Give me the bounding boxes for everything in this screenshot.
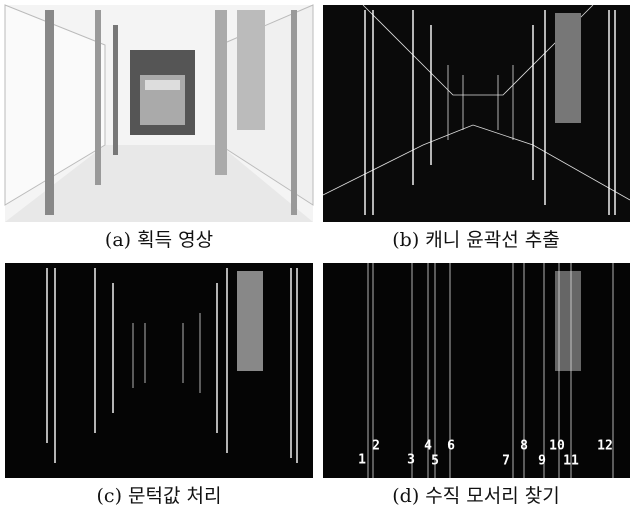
edge-label: 11 (563, 454, 579, 469)
edge-label: 2 (372, 439, 380, 454)
panel-c-image (5, 263, 313, 478)
edge-label: 4 (424, 439, 432, 454)
edge-label: 5 (431, 454, 439, 469)
edge-label: 1 (358, 453, 366, 468)
edge-label: 10 (549, 439, 565, 454)
caption: (c) 문턱값 처리 (97, 485, 222, 507)
edge-label: 3 (407, 453, 415, 468)
caption: (d) 수직 모서리 찾기 (392, 485, 559, 507)
caption: (b) 캐니 윤곽선 추출 (392, 229, 559, 251)
edge-label: 7 (502, 454, 510, 469)
figure: 123456789101112 (a) 획득 영상 (b) 캐니 윤곽선 추출 … (0, 0, 633, 515)
edge-label: 12 (597, 439, 613, 454)
edge-label: 8 (520, 439, 528, 454)
page: {"figure": { "panels": [ {"caption": "(a… (0, 0, 633, 515)
panel-b-image (323, 5, 630, 222)
caption: (a) 획득 영상 (105, 229, 213, 251)
edge-label: 9 (538, 454, 546, 469)
edge-label: 6 (447, 439, 455, 454)
panel-a-image (5, 5, 313, 222)
